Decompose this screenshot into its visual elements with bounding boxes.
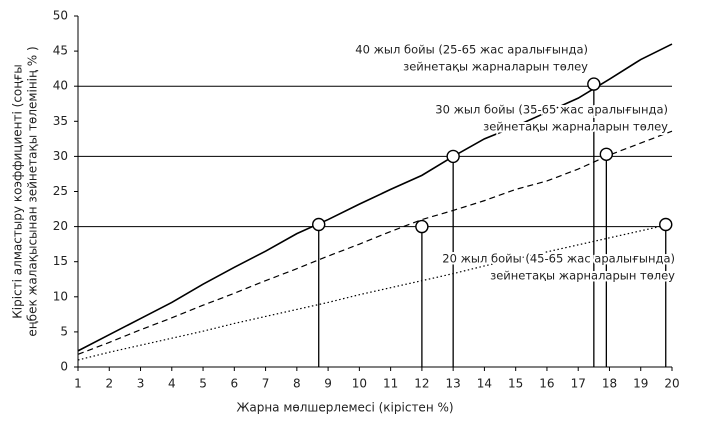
- x-tick-label: 11: [383, 377, 398, 391]
- x-tick-label: 6: [230, 377, 238, 391]
- x-tick-label: 4: [168, 377, 176, 391]
- y-tick-label: 20: [53, 219, 68, 233]
- x-tick-label: 14: [477, 377, 492, 391]
- marker: [659, 217, 673, 232]
- annotation: зейнетақы жарналарын төлеу: [490, 269, 675, 283]
- x-tick-label: 13: [446, 377, 461, 391]
- y-tick-label: 45: [53, 44, 68, 58]
- x-tick-label: 2: [105, 377, 113, 391]
- series-line: [77, 130, 673, 355]
- marker: [587, 77, 601, 91]
- series-line: [77, 43, 673, 352]
- x-tick-label: 3: [137, 377, 145, 391]
- x-tick-label: 19: [633, 377, 648, 391]
- x-axis-label: Жарна мөлшерлемесі (кірістен %): [236, 401, 453, 415]
- y-axis-label: еңбек жалақысынан зейнетақы төлемінің % …: [26, 46, 40, 336]
- y-tick-label: 50: [53, 9, 68, 23]
- x-tick-label: 10: [352, 377, 367, 391]
- y-tick-label: 15: [53, 254, 68, 268]
- series-line: [77, 223, 673, 361]
- y-tick-label: 5: [60, 324, 68, 338]
- x-tick-label: 1: [74, 377, 82, 391]
- marker: [415, 219, 429, 234]
- x-tick-label: 16: [539, 377, 554, 391]
- x-tick-label: 20: [664, 377, 679, 391]
- annotation: 40 жыл бойы (25-65 жас аралығында): [355, 43, 588, 57]
- marker: [312, 217, 326, 232]
- marker: [599, 147, 614, 161]
- marker: [446, 149, 460, 164]
- x-tick-label: 9: [324, 377, 332, 391]
- annotation: 30 жыл бойы (35-65 жас аралығында): [435, 103, 668, 117]
- y-axis-label: Кірісті алмастыру коэффициенті (соңғы: [11, 64, 25, 319]
- x-tick-label: 15: [508, 377, 523, 391]
- y-tick-label: 35: [53, 114, 68, 128]
- y-tick-label: 25: [53, 184, 68, 198]
- y-tick-label: 40: [53, 79, 68, 93]
- annotation: зейнетақы жарналарын төлеу: [483, 120, 668, 134]
- x-tick-label: 8: [293, 377, 301, 391]
- y-tick-label: 10: [53, 289, 68, 303]
- annotation: 20 жыл бойы (45-65 жас аралығында): [442, 252, 675, 266]
- x-tick-label: 7: [262, 377, 270, 391]
- y-tick-label: 0: [60, 360, 68, 374]
- x-tick-label: 5: [199, 377, 207, 391]
- y-tick-label: 30: [53, 149, 68, 163]
- annotation: зейнетақы жарналарын төлеу: [403, 60, 588, 74]
- x-tick-label: 12: [414, 377, 429, 391]
- x-tick-label: 17: [571, 377, 586, 391]
- x-tick-label: 18: [602, 377, 617, 391]
